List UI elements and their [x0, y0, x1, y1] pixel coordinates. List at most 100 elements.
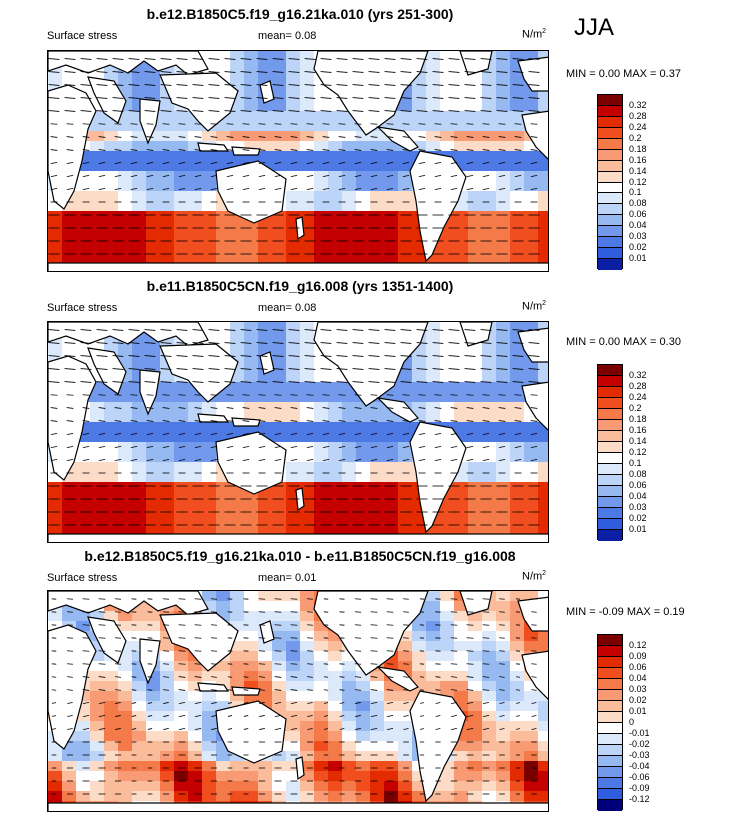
panel-2-vector — [434, 407, 442, 409]
panel-2-field-cell — [216, 432, 231, 443]
panel-3-vector — [82, 650, 90, 652]
panel-2-field-cell — [76, 502, 91, 513]
panel-2-field-cell — [146, 482, 161, 493]
panel-3-field-cell — [538, 761, 548, 772]
panel-2-field-cell — [286, 342, 301, 353]
panel-3-field-cell — [384, 751, 399, 762]
panel-3-vector — [307, 676, 313, 678]
panel-1-field-cell — [62, 201, 77, 212]
panel-2-vector — [432, 355, 444, 357]
panel-2-field-cell — [272, 512, 287, 523]
panel-1-vector — [114, 149, 122, 151]
panel-3-vector — [290, 598, 298, 600]
panel-1-field-cell — [132, 91, 147, 102]
panel-1-field-cell — [328, 101, 343, 112]
panel-1-vector — [96, 71, 108, 73]
panel-3-field-cell — [76, 731, 91, 742]
panel-3-field-cell — [398, 781, 413, 792]
panel-3-field-cell — [538, 781, 548, 792]
colorbar-tick-label: 0.04 — [629, 673, 647, 683]
panel-2-field-cell — [482, 482, 497, 493]
panel-3-vector — [290, 714, 298, 718]
panel-3-field-cell — [370, 761, 385, 772]
panel-3-field-cell — [370, 731, 385, 742]
panel-3-field-cell — [524, 721, 539, 732]
panel-1-field-cell — [188, 161, 203, 172]
panel-3-vector — [290, 689, 298, 691]
panel-2-vector — [272, 355, 284, 357]
panel-1-field-cell — [440, 51, 455, 62]
panel-2-field-cell — [90, 512, 105, 523]
panel-2-field-cell — [496, 462, 511, 473]
panel-2-field-cell — [258, 382, 273, 393]
panel-2-vector — [400, 355, 412, 357]
panel-1-field-cell — [342, 141, 357, 152]
panel-2-field-cell — [524, 542, 539, 543]
panel-3-vector — [450, 676, 458, 678]
panel-3-vector — [194, 637, 202, 639]
panel-2-field-cell — [300, 422, 315, 433]
panel-1-field-cell — [146, 131, 161, 142]
panel-1-field-cell — [412, 231, 427, 242]
panel-3-vector — [67, 689, 73, 691]
panel-1-field-cell — [482, 251, 497, 262]
panel-1-field-cell — [90, 161, 105, 172]
panel-1-field-cell — [328, 141, 343, 152]
panel-3-field-cell — [468, 631, 483, 642]
panel-2-vector — [242, 420, 250, 422]
panel-2-vector — [240, 329, 252, 331]
panel-2-vector — [512, 342, 524, 344]
panel-2-field-cell — [454, 392, 469, 403]
panel-2-field-cell — [454, 412, 469, 423]
panel-2-field-cell — [174, 392, 189, 403]
panel-2-vector — [288, 368, 300, 370]
panel-2-field-cell — [118, 472, 133, 483]
panel-1-vector — [160, 84, 172, 86]
panel-2-field-cell — [300, 412, 315, 423]
panel-2-field-cell — [146, 352, 161, 363]
colorbar-tick-label: 0.01 — [629, 253, 647, 264]
panel-3-field-cell — [328, 691, 343, 702]
panel-2-field-cell — [356, 522, 371, 533]
panel-1-field-cell — [342, 231, 357, 242]
panel-2-field-cell — [160, 412, 175, 423]
panel-2-field-cell — [286, 332, 301, 343]
panel-3-field-cell — [538, 751, 548, 762]
panel-3-vector — [194, 701, 202, 705]
panel-1-field-cell — [146, 91, 161, 102]
panel-3-vector — [227, 676, 233, 678]
panel-1-colorbar — [597, 94, 623, 270]
panel-3-field-cell — [90, 641, 105, 652]
panel-2-vector — [288, 342, 300, 344]
panel-2-vector — [466, 445, 474, 449]
panel-1-field-cell — [90, 171, 105, 182]
panel-2-field-cell — [496, 332, 511, 343]
panel-1-vector — [288, 71, 300, 73]
panel-1-vector — [146, 149, 154, 151]
panel-2-vector — [416, 368, 428, 370]
panel-2-field-cell — [258, 502, 273, 513]
panel-1-field-cell — [132, 71, 147, 82]
panel-1-field-cell — [230, 221, 245, 232]
panel-2-field-cell — [314, 442, 329, 453]
panel-3-vector — [354, 598, 362, 600]
colorbar-tick-label: 0.14 — [629, 165, 647, 176]
panel-2-vector — [304, 342, 316, 344]
panel-2-vector — [354, 458, 362, 462]
panel-3-field-cell — [496, 721, 511, 732]
panel-1-vector — [144, 97, 156, 99]
panel-3-field-cell — [62, 811, 77, 812]
panel-1-vector — [242, 149, 250, 151]
panel-2-vector — [480, 355, 492, 357]
panel-1-vector — [304, 110, 316, 112]
panel-1-vector — [82, 123, 90, 125]
panel-3-vector — [98, 637, 106, 639]
panel-1-field-cell — [118, 271, 133, 272]
panel-2-field-cell — [300, 542, 315, 543]
panel-1-title: b.e12.B1850C5.f19_g16.21ka.010 (yrs 251-… — [146, 6, 454, 22]
panel-3-field-cell — [314, 791, 329, 802]
panel-3-field-cell — [118, 621, 133, 632]
panel-1-vector — [450, 187, 458, 191]
panel-3-field-cell — [174, 731, 189, 742]
panel-3-field-cell — [524, 761, 539, 772]
